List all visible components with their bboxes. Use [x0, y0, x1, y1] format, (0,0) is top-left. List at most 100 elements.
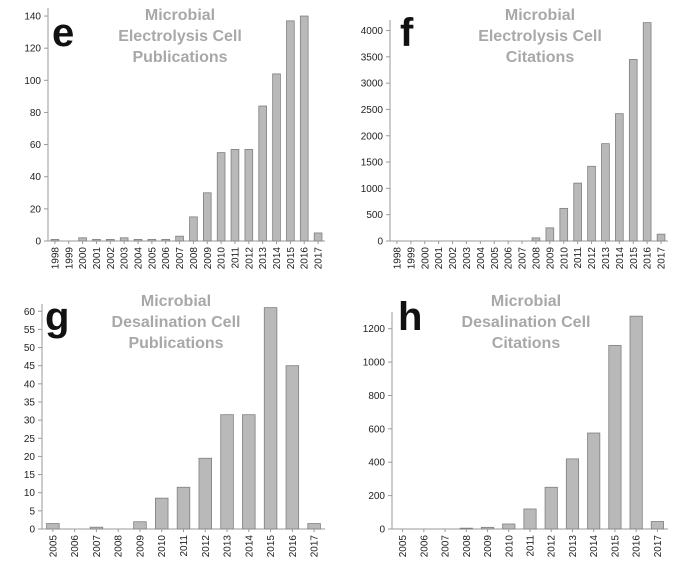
- x-tick-label: 2015: [629, 247, 640, 270]
- bar: [285, 365, 300, 530]
- bar: [133, 521, 147, 530]
- panel-letter: f: [400, 11, 414, 55]
- x-tick-label: 2011: [230, 247, 241, 269]
- bar: [46, 523, 60, 530]
- x-tick-label: 2017: [310, 535, 321, 558]
- y-tick-label: 1500: [361, 158, 384, 169]
- bar: [608, 344, 622, 530]
- bar: [119, 237, 129, 242]
- x-tick-label: 2012: [587, 247, 598, 270]
- bar: [656, 233, 666, 242]
- chart-title-line: Citations: [506, 49, 575, 66]
- bar: [189, 216, 198, 242]
- x-tick-label: 2005: [490, 247, 501, 270]
- bar: [133, 238, 143, 242]
- chart-panel-g: 0 5 10 15 20 25 30 35 40 45 50 55 60 2005 2006 2007 2008…: [24, 293, 325, 557]
- chart-title-line: Electrolysis Cell: [478, 28, 602, 45]
- x-tick-label: 2008: [114, 535, 125, 558]
- x-tick-label: 2010: [157, 535, 168, 558]
- y-tick-label: 5: [29, 506, 35, 517]
- y-tick-label: 3500: [361, 52, 384, 63]
- bar: [628, 59, 638, 242]
- y-tick-label: 15: [24, 470, 36, 481]
- x-tick-label: 2001: [92, 247, 103, 270]
- bar: [155, 497, 169, 530]
- chart-title-line: Microbial: [141, 293, 211, 310]
- x-tick-label: 2012: [547, 535, 558, 558]
- y-tick-label: 2500: [361, 105, 384, 116]
- bar: [559, 207, 569, 242]
- bar: [480, 526, 495, 530]
- bar: [502, 523, 516, 530]
- x-tick-label: 2002: [106, 247, 117, 270]
- x-tick-label: 2009: [545, 247, 556, 270]
- y-tick-label: 20: [30, 204, 42, 215]
- bar: [216, 152, 226, 242]
- x-tick-label: 2017: [657, 247, 668, 270]
- y-tick-label: 3000: [361, 79, 384, 90]
- bar: [629, 315, 643, 530]
- bar: [258, 105, 267, 242]
- chart-title-line: Desalination Cell: [462, 314, 591, 331]
- x-tick-label: 2015: [266, 535, 277, 558]
- bar: [587, 165, 596, 242]
- x-tick-label: 2005: [48, 535, 59, 558]
- x-tick-label: 2016: [643, 247, 654, 270]
- y-tick-label: 800: [368, 391, 385, 402]
- x-tick-label: 1999: [406, 247, 417, 270]
- bar: [642, 22, 652, 242]
- x-tick-label: 2006: [419, 535, 430, 558]
- x-tick-label: 2013: [568, 535, 579, 558]
- y-tick-label: 0: [377, 237, 383, 248]
- bar: [615, 113, 624, 242]
- bar: [263, 307, 278, 530]
- bar: [650, 521, 664, 530]
- bar: [92, 238, 101, 242]
- x-tick-label: 2011: [573, 247, 584, 269]
- x-tick-label: 2003: [462, 247, 473, 270]
- y-tick-label: 140: [24, 12, 41, 23]
- x-tick-label: 2011: [526, 535, 537, 557]
- chart-title-line: Desalination Cell: [112, 314, 241, 331]
- x-tick-label: 2001: [434, 247, 445, 270]
- x-tick-label: 2010: [504, 535, 515, 558]
- panel-letter: e: [52, 11, 74, 55]
- y-tick-label: 0: [379, 525, 385, 536]
- x-tick-label: 2007: [518, 247, 529, 270]
- bar: [587, 432, 601, 530]
- y-tick-label: 120: [24, 44, 41, 55]
- x-tick-label: 2004: [476, 247, 487, 270]
- x-tick-label: 2013: [601, 247, 612, 270]
- y-tick-label: 4000: [361, 26, 384, 37]
- chart-title-line: Electrolysis Cell: [118, 28, 242, 45]
- x-tick-label: 2008: [531, 247, 542, 270]
- x-tick-label: 2017: [314, 247, 325, 270]
- y-tick-label: 20: [24, 452, 36, 463]
- x-tick-label: 2013: [258, 247, 269, 270]
- y-tick-label: 600: [368, 424, 385, 435]
- x-tick-label: 2006: [161, 247, 172, 270]
- y-tick-label: 40: [30, 172, 42, 183]
- y-tick-label: 45: [24, 361, 36, 372]
- x-tick-label: 2008: [462, 535, 473, 558]
- y-tick-label: 55: [24, 325, 36, 336]
- bar: [230, 149, 240, 242]
- x-tick-label: 2011: [179, 535, 190, 557]
- x-tick-label: 2015: [286, 247, 297, 270]
- x-tick-label: 2002: [448, 247, 459, 270]
- x-tick-label: 2017: [653, 535, 664, 558]
- x-tick-label: 2014: [615, 247, 626, 270]
- x-tick-label: 2013: [223, 535, 234, 558]
- bar: [573, 182, 582, 242]
- x-tick-label: 2009: [483, 535, 494, 558]
- x-tick-label: 2015: [610, 535, 621, 558]
- x-tick-label: 2007: [441, 535, 452, 558]
- bar: [313, 232, 323, 242]
- x-tick-label: 2012: [244, 247, 255, 270]
- y-tick-label: 0: [35, 237, 41, 248]
- x-tick-label: 2007: [92, 535, 103, 558]
- x-tick-label: 2012: [201, 535, 212, 558]
- x-tick-label: 1999: [64, 247, 75, 270]
